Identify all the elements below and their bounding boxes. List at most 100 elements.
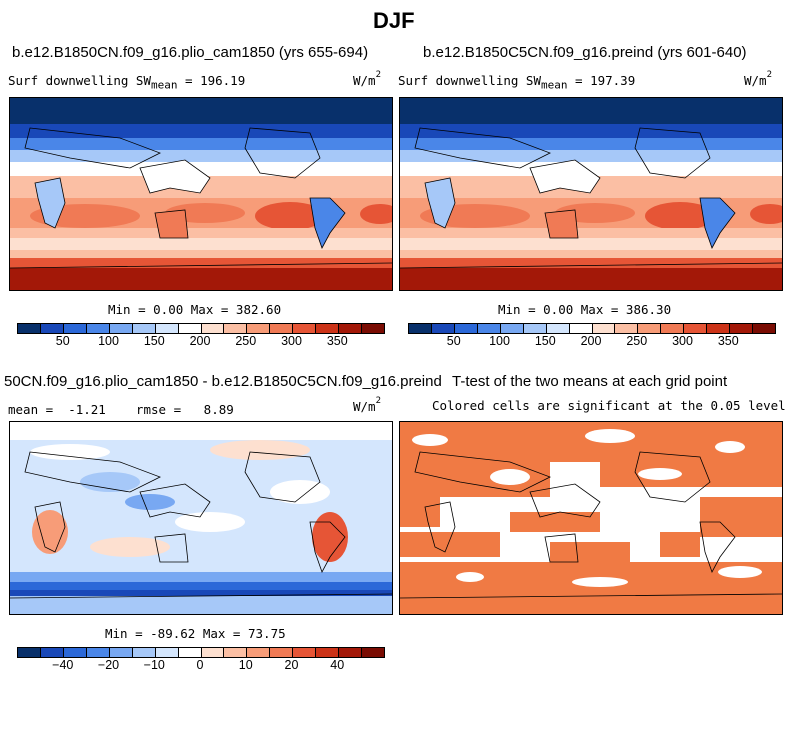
colorbar-swatch (661, 324, 685, 333)
colorbar-swatch (431, 324, 455, 333)
top-right-map-field (400, 98, 782, 290)
top-left-units: W/m2 (353, 70, 381, 88)
colorbar-tick-label: 50 (446, 334, 461, 348)
colorbar-tick-label: 300 (281, 334, 302, 348)
colorbar-swatch (18, 324, 41, 333)
colorbar-tick-label: 300 (672, 334, 693, 348)
colorbar-swatch (201, 324, 225, 333)
top-right-mean-label: mean (541, 78, 568, 92)
colorbar-swatch (155, 648, 179, 657)
colorbar-swatch (40, 324, 64, 333)
colorbar-swatch (270, 324, 294, 333)
top-left-colorbar (17, 323, 385, 334)
colorbar-swatch (132, 648, 156, 657)
colorbar-swatch (753, 324, 775, 333)
colorbar-tick-label: 200 (189, 334, 211, 348)
top-right-variable: Surf downwelling SWmean = 197.39 (398, 73, 635, 92)
colorbar-swatch (40, 648, 64, 657)
bottom-right-map (399, 421, 783, 615)
colorbar-tick-label: 200 (580, 334, 602, 348)
bottom-left-title: 50CN.f09_g16.plio_cam1850 - b.e12.B1850C… (4, 373, 442, 390)
bottom-left-colorbar (17, 647, 385, 658)
bottom-left-map (9, 421, 393, 615)
colorbar-swatch (155, 324, 179, 333)
top-left-map-field (10, 98, 392, 290)
colorbar-swatch (178, 648, 202, 657)
top-left-title: b.e12.B1850CN.f09_g16.plio_cam1850 (yrs … (12, 44, 369, 61)
colorbar-swatch (224, 648, 248, 657)
colorbar-swatch (293, 648, 317, 657)
colorbar-swatch (247, 648, 271, 657)
top-right-variable-label: Surf downwelling SW (398, 73, 541, 88)
colorbar-tick-label: 250 (235, 334, 257, 348)
colorbar-swatch (63, 324, 87, 333)
bottom-left-stats: mean = -1.21 rmse = 8.89 (8, 402, 234, 417)
significance-cells (400, 422, 782, 614)
colorbar-swatch (546, 324, 570, 333)
top-right-units: W/m2 (744, 70, 772, 88)
colorbar-swatch (316, 324, 340, 333)
colorbar-tick-label: 350 (326, 334, 348, 348)
colorbar-swatch (293, 324, 317, 333)
colorbar-swatch (339, 648, 363, 657)
colorbar-swatch (362, 324, 384, 333)
colorbar-swatch (224, 324, 248, 333)
top-left-units-base: W/m (353, 73, 376, 88)
bottom-left-min-max: Min = -89.62 Max = 73.75 (105, 626, 286, 641)
colorbar-swatch (178, 324, 202, 333)
colorbar-tick-label: 0 (196, 658, 204, 672)
colorbar-swatch (362, 648, 384, 657)
colorbar-swatch (592, 324, 616, 333)
colorbar-swatch (684, 324, 708, 333)
colorbar-swatch (63, 648, 87, 657)
top-right-min-max: Min = 0.00 Max = 386.30 (498, 302, 672, 317)
colorbar-tick-label: −20 (97, 658, 120, 672)
top-right-mean-value: = 197.39 (575, 73, 636, 88)
colorbar-swatch (132, 324, 156, 333)
colorbar-swatch (523, 324, 547, 333)
top-left-units-exp: 2 (375, 70, 381, 80)
colorbar-swatch (247, 324, 271, 333)
top-right-colorbar (408, 323, 776, 334)
colorbar-swatch (86, 648, 110, 657)
colorbar-swatch (270, 648, 294, 657)
colorbar-tick-label: 40 (330, 658, 345, 672)
colorbar-tick-label: 50 (55, 334, 70, 348)
bottom-left-units-exp: 2 (375, 396, 381, 406)
colorbar-tick-label: 250 (626, 334, 648, 348)
colorbar-swatch (477, 324, 501, 333)
colorbar-tick-label: 10 (238, 658, 253, 672)
colorbar-swatch (86, 324, 110, 333)
colorbar-swatch (201, 648, 225, 657)
colorbar-tick-label: 150 (143, 334, 165, 348)
figure-title: DJF (373, 8, 415, 33)
colorbar-tick-label: 100 (489, 334, 510, 348)
colorbar-swatch (339, 324, 363, 333)
top-right-units-exp: 2 (766, 70, 772, 80)
bottom-left-map-field (10, 422, 392, 614)
bottom-right-map-field (400, 422, 782, 614)
colorbar-swatch (615, 324, 639, 333)
top-right-map (399, 97, 783, 291)
colorbar-tick-label: −40 (52, 658, 74, 672)
colorbar-tick-label: 20 (284, 658, 299, 672)
top-left-min-max: Min = 0.00 Max = 382.60 (108, 302, 282, 317)
colorbar-tick-label: 150 (534, 334, 556, 348)
colorbar-swatch (638, 324, 662, 333)
colorbar-tick-label: 350 (717, 334, 739, 348)
colorbar-swatch (109, 324, 133, 333)
bottom-left-units: W/m2 (353, 396, 381, 414)
colorbar-swatch (409, 324, 432, 333)
top-left-variable: Surf downwelling SWmean = 196.19 (8, 73, 245, 92)
bottom-right-title: T-test of the two means at each grid poi… (452, 373, 728, 390)
top-right-title: b.e12.B1850C5CN.f09_g16.preind (yrs 601-… (423, 44, 747, 61)
colorbar-swatch (569, 324, 593, 333)
colorbar-swatch (500, 324, 524, 333)
top-left-map (9, 97, 393, 291)
colorbar-swatch (109, 648, 133, 657)
colorbar-swatch (730, 324, 754, 333)
bottom-left-units-base: W/m (353, 399, 376, 414)
colorbar-tick-label: −10 (143, 658, 165, 672)
colorbar-tick-label: 100 (98, 334, 119, 348)
top-left-mean-value: = 196.19 (185, 73, 246, 88)
